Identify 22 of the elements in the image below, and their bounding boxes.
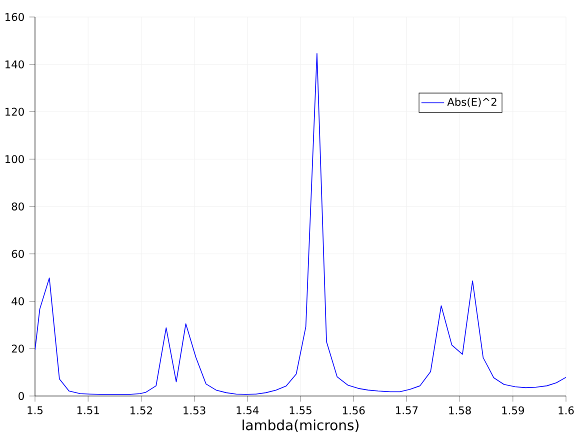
x-axis-title: lambda(microns)	[242, 420, 359, 432]
x-tick-label: 1.51	[77, 406, 99, 414]
x-tick-label: 1.55	[290, 406, 312, 414]
x-tick-label: 1.53	[184, 406, 206, 414]
y-tick-label: 20	[12, 344, 24, 353]
x-tick-label: 1.59	[502, 406, 524, 414]
x-tick-label: 1.5	[28, 406, 43, 414]
y-tick-label: 160	[6, 12, 24, 22]
y-tick-label: 40	[12, 297, 24, 306]
x-tick-label: 1.56	[342, 406, 365, 414]
x-tick-label: 1.54	[236, 406, 259, 414]
y-tick-label: 80	[12, 202, 24, 211]
y-tick-label: 60	[12, 250, 24, 258]
y-tick-label: 0	[18, 392, 24, 400]
y-tick-label: 100	[6, 155, 24, 164]
legend-label: Abs(E)^2	[447, 98, 496, 108]
x-tick-label: 1.58	[449, 406, 471, 414]
x-tick-label: 1.57	[396, 406, 418, 414]
y-tick-label: 140	[6, 60, 24, 68]
y-tick-label: 120	[6, 108, 24, 116]
x-tick-label: 1.52	[130, 406, 152, 414]
x-tick-label: 1.6	[558, 406, 574, 414]
